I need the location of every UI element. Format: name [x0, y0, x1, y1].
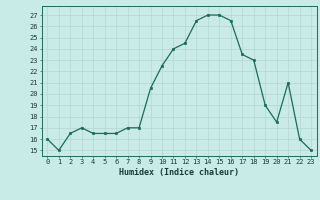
- X-axis label: Humidex (Indice chaleur): Humidex (Indice chaleur): [119, 168, 239, 177]
